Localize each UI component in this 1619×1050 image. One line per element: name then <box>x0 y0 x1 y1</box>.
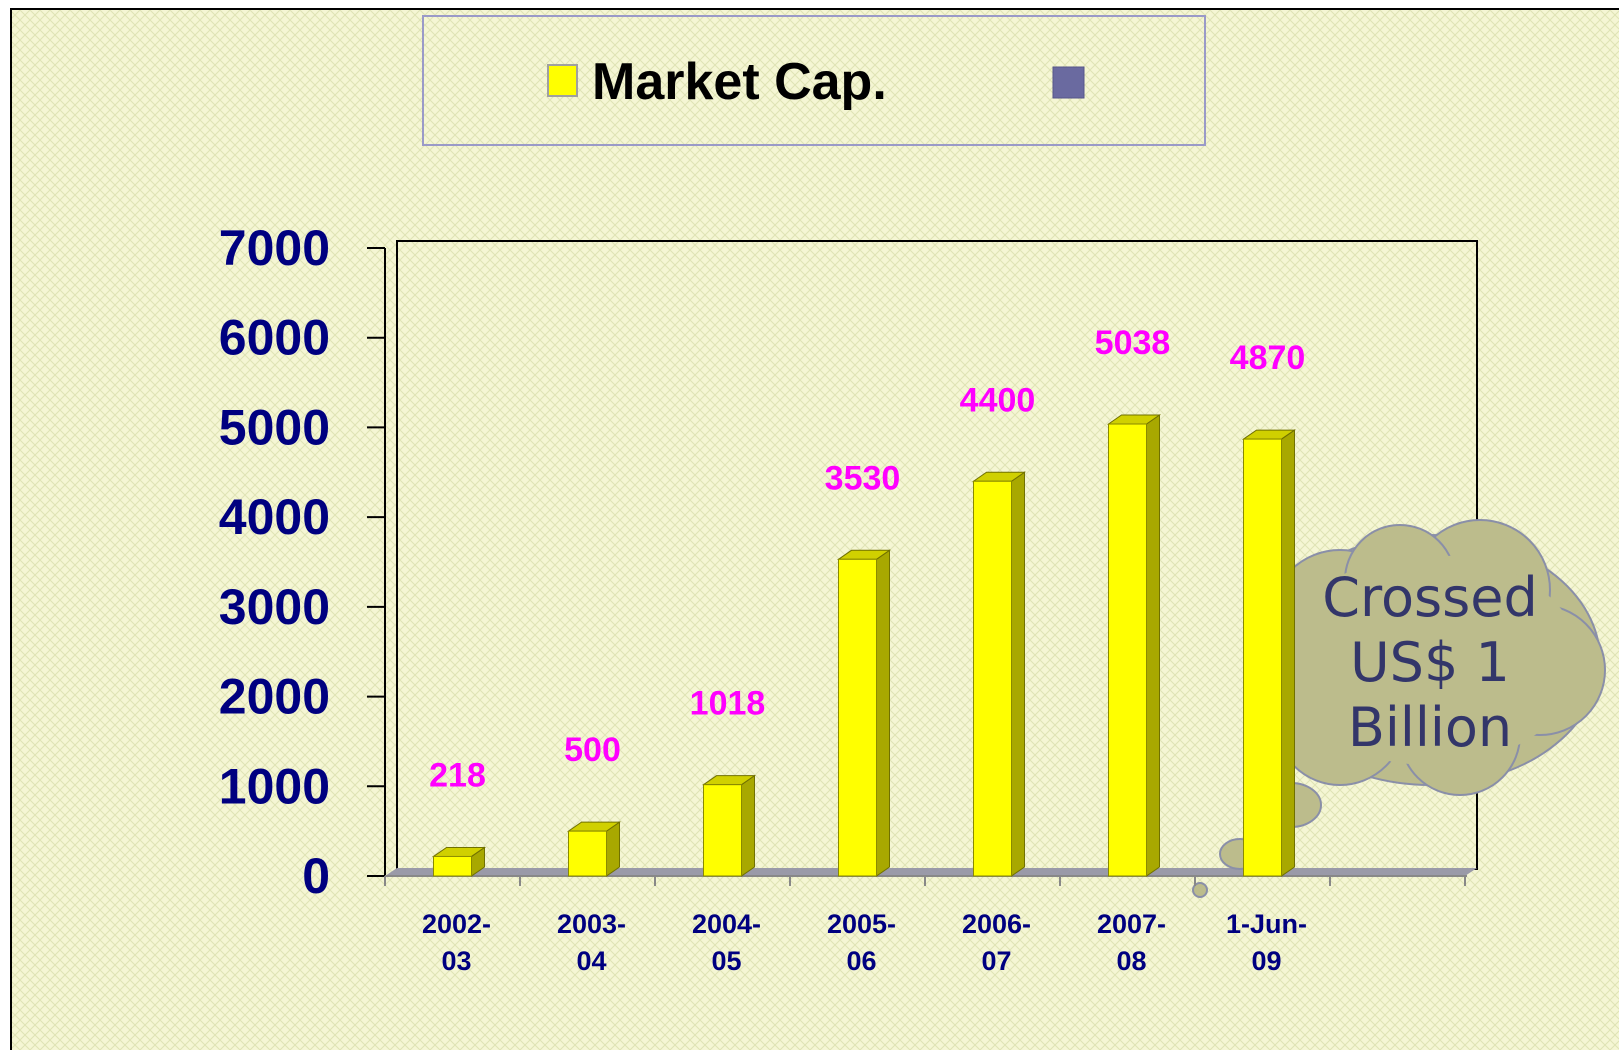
bar <box>839 559 877 876</box>
bar <box>569 831 607 876</box>
value-label: 1018 <box>690 685 766 723</box>
bar <box>974 481 1012 876</box>
bar-side <box>1282 430 1295 876</box>
y-tick-label: 6000 <box>219 310 330 366</box>
x-tick-label: 2006-07 <box>949 906 1045 980</box>
floor <box>385 868 1477 876</box>
bar-side <box>877 550 890 876</box>
bar-side <box>1147 415 1160 876</box>
bar <box>434 856 472 876</box>
y-tick-label: 4000 <box>219 489 330 545</box>
x-tick-label: 2004-05 <box>679 906 775 980</box>
legend-swatch <box>548 65 577 96</box>
y-tick-label: 7000 <box>219 220 330 276</box>
value-label: 500 <box>564 731 621 769</box>
bar-side <box>1012 472 1025 876</box>
value-label: 4400 <box>960 381 1036 419</box>
y-tick-label: 3000 <box>219 579 330 635</box>
value-label: 218 <box>429 756 486 794</box>
x-tick-label: 2002-03 <box>409 906 505 980</box>
bar <box>1244 439 1282 876</box>
annotation: Crossed US$ 1 Billion <box>1300 565 1560 760</box>
y-tick-label: 2000 <box>219 669 330 725</box>
chart: 0 1000 2000 3000 4000 5000 6000 7000 Market Cap.… <box>0 0 1619 1050</box>
bar <box>704 785 742 876</box>
x-tick-label: 2007-08 <box>1084 906 1180 980</box>
x-tick-label: 2003-04 <box>544 906 640 980</box>
bar-side <box>742 776 755 876</box>
value-label: 3530 <box>825 459 901 497</box>
y-tick-label: 0 <box>302 848 330 904</box>
y-tick-label: 5000 <box>219 399 330 455</box>
legend-swatch-empty <box>1053 67 1084 98</box>
value-label: 4870 <box>1230 339 1306 377</box>
bar <box>1109 424 1147 876</box>
y-tick-label: 1000 <box>219 758 330 814</box>
page: 0 1000 2000 3000 4000 5000 6000 7000 Market Cap.… <box>0 0 1619 1050</box>
value-label: 5038 <box>1095 324 1171 362</box>
x-tick-label: 2005-06 <box>814 906 910 980</box>
x-tick-label: 1-Jun-09 <box>1219 906 1315 980</box>
legend-label: Market Cap. <box>592 53 887 111</box>
